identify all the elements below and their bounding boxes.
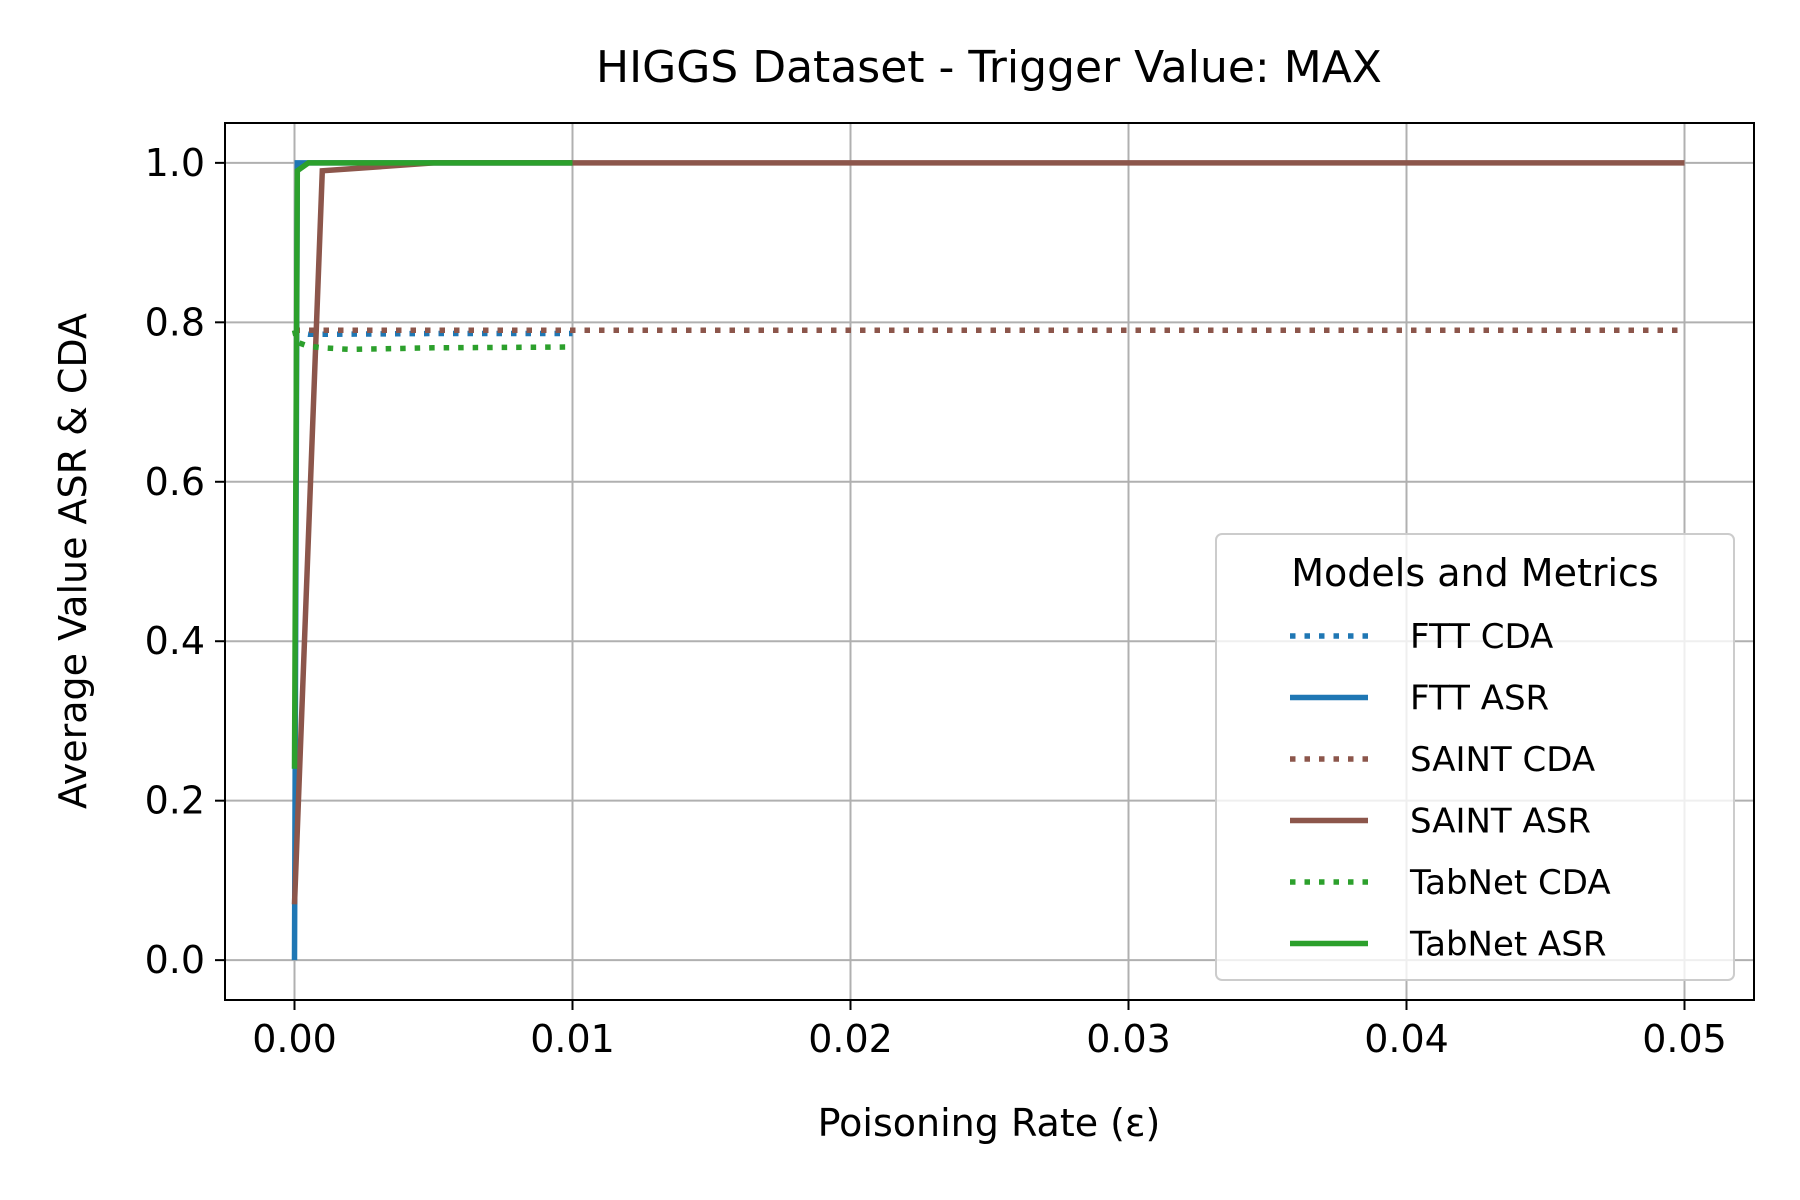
y-tick-label: 0.2 — [145, 779, 205, 823]
y-axis: 0.0 0.2 0.4 0.6 0.8 1.0 — [145, 141, 225, 982]
x-tick-label: 0.00 — [252, 1017, 337, 1061]
legend: Models and Metrics FTT CDA FTT ASR SAINT CD… — [1215, 533, 1735, 981]
y-axis-label: Average Value ASR & CDA — [51, 313, 95, 809]
legend-label: TabNet CDA — [1409, 863, 1611, 903]
legend-label: FTT ASR — [1410, 679, 1549, 719]
y-tick-label: 0.0 — [145, 938, 205, 982]
x-tick-label: 0.03 — [1086, 1017, 1171, 1061]
chart-title: HIGGS Dataset - Trigger Value: MAX — [596, 42, 1382, 93]
x-tick-label: 0.02 — [808, 1017, 893, 1061]
x-tick-label: 0.05 — [1642, 1017, 1727, 1061]
y-tick-label: 0.8 — [145, 300, 205, 344]
series-line-tabnet-asr — [291, 160, 573, 769]
plot-frame — [224, 122, 1755, 1001]
x-tick-label: 0.01 — [530, 1017, 615, 1061]
legend-title: Models and Metrics — [1291, 551, 1658, 595]
legend-box — [1215, 533, 1735, 981]
y-tick-label: 0.4 — [145, 619, 205, 663]
y-tick-label: 1.0 — [145, 141, 205, 185]
legend-label: TabNet ASR — [1409, 925, 1607, 965]
x-axis-label: Poisoning Rate (ε) — [818, 1101, 1161, 1145]
x-tick-label: 0.04 — [1364, 1017, 1449, 1061]
plot-series — [291, 160, 1685, 961]
legend-label: FTT CDA — [1410, 617, 1553, 657]
y-tick-label: 0.6 — [145, 460, 205, 504]
legend-label: SAINT ASR — [1410, 802, 1591, 842]
legend-label: SAINT CDA — [1410, 740, 1595, 780]
x-axis: 0.00 0.01 0.02 0.03 0.04 0.05 — [252, 1000, 1727, 1061]
series-line-tabnet-cda — [291, 329, 573, 353]
